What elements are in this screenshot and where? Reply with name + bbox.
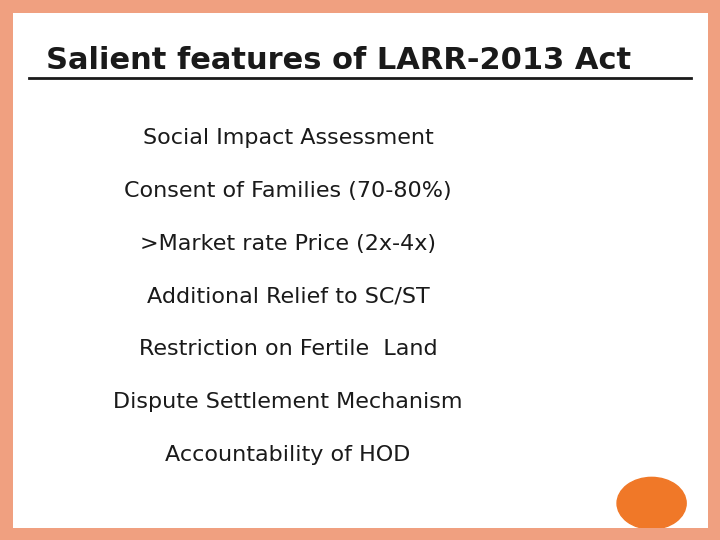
Text: Consent of Families (70-80%): Consent of Families (70-80%) (124, 180, 452, 201)
Text: Additional Relief to SC/ST: Additional Relief to SC/ST (147, 286, 429, 307)
Text: >Market rate Price (2x-4x): >Market rate Price (2x-4x) (140, 233, 436, 254)
Text: Social Impact Assessment: Social Impact Assessment (143, 127, 433, 148)
Circle shape (617, 477, 686, 529)
Text: Accountability of HOD: Accountability of HOD (166, 445, 410, 465)
Text: Salient features of LARR-2013 Act: Salient features of LARR-2013 Act (46, 46, 631, 75)
Text: Dispute Settlement Mechanism: Dispute Settlement Mechanism (113, 392, 463, 413)
Text: Restriction on Fertile  Land: Restriction on Fertile Land (139, 339, 437, 360)
